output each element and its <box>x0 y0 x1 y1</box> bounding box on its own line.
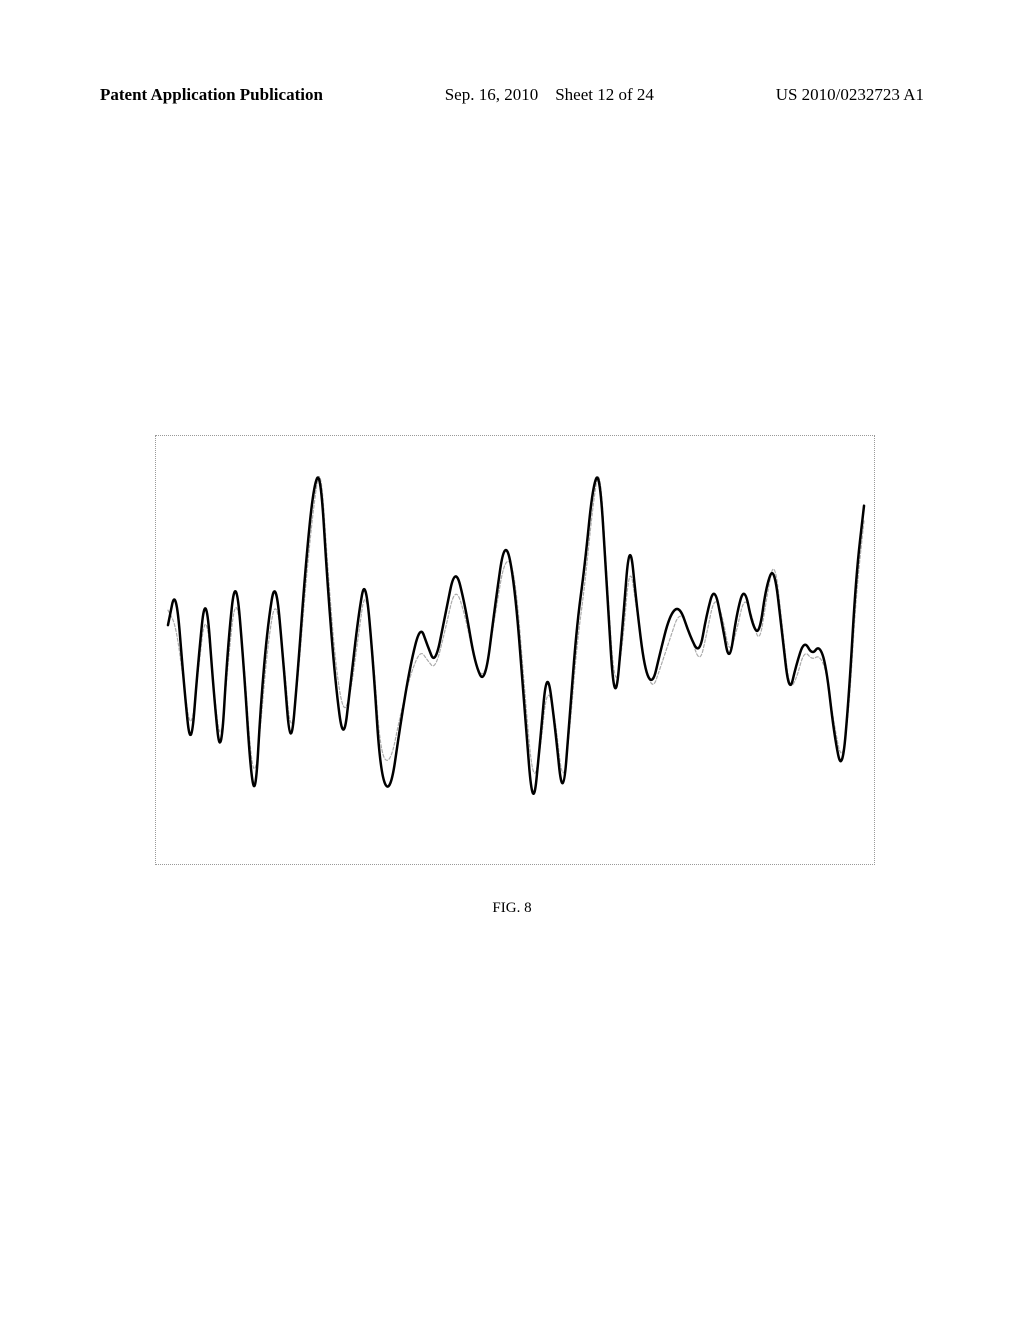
patent-number: US 2010/0232723 A1 <box>776 85 924 105</box>
signal-chart <box>155 435 875 865</box>
publication-date-sheet: Sep. 16, 2010 Sheet 12 of 24 <box>445 85 654 105</box>
page-header: Patent Application Publication Sep. 16, … <box>0 85 1024 105</box>
publication-date: Sep. 16, 2010 <box>445 85 539 104</box>
chart-svg <box>156 436 874 864</box>
figure-label: FIG. 8 <box>0 900 1024 917</box>
sheet-info: Sheet 12 of 24 <box>555 85 654 104</box>
publication-type: Patent Application Publication <box>100 85 323 105</box>
